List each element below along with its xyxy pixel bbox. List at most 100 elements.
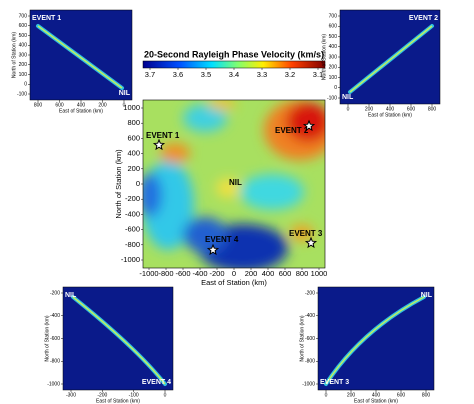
y-tick-label: -400 — [50, 313, 60, 319]
panel-start-label: EVENT 1 — [32, 15, 61, 22]
x-axis-label: East of Station (km) — [354, 398, 398, 404]
x-tick-label: 800 — [34, 102, 43, 108]
x-tick-label: 0 — [347, 106, 350, 112]
ray-path-core — [37, 25, 123, 89]
panel-start-label: EVENT 3 — [320, 379, 349, 386]
y-tick-label: 500 — [19, 33, 28, 39]
x-tick-label: 200 — [347, 392, 356, 398]
x-tick-label: 0 — [164, 392, 167, 398]
x-tick-label: 800 — [296, 269, 309, 278]
event-star — [304, 236, 318, 249]
x-tick-label: 0 — [325, 392, 328, 398]
y-tick-label: 400 — [19, 43, 28, 49]
x-axis-label: East of Station (km) — [96, 398, 140, 404]
panel-start-label: EVENT 4 — [142, 379, 171, 386]
event-label: EVENT 2 — [275, 126, 309, 135]
event-label: EVENT 3 — [289, 229, 323, 238]
colorbar-tick-label: 3.4 — [229, 70, 239, 79]
x-tick-label: -600 — [175, 269, 190, 278]
x-tick-label: -400 — [192, 269, 207, 278]
x-tick-label: 0 — [123, 102, 126, 108]
y-tick-label: -200 — [50, 290, 60, 296]
y-tick-label: -800 — [125, 240, 140, 249]
y-tick-label: -200 — [125, 194, 140, 203]
event-label: EVENT 1 — [146, 131, 180, 140]
y-axis-label: North of Station (km) — [321, 34, 327, 80]
colorbar-tick-label: 3.3 — [257, 70, 267, 79]
y-tick-label: 700 — [19, 13, 28, 19]
y-tick-label: -200 — [305, 290, 315, 296]
x-tick-label: 800 — [428, 106, 437, 112]
x-tick-label: 600 — [279, 269, 292, 278]
y-tick-label: -400 — [305, 313, 315, 319]
y-tick-label: 0 — [136, 179, 140, 188]
y-tick-label: 200 — [19, 62, 28, 68]
y-tick-label: 600 — [19, 23, 28, 29]
event-label: NIL — [229, 178, 242, 187]
x-tick-label: 400 — [372, 392, 381, 398]
colorbar-tick-label: 3.2 — [285, 70, 295, 79]
y-tick-label: 500 — [329, 34, 338, 40]
y-tick-label: -600 — [50, 336, 60, 342]
ray-path-core — [325, 296, 425, 385]
y-tick-label: 0 — [334, 85, 337, 91]
y-tick-label: 400 — [329, 44, 338, 50]
y-tick-label: 800 — [127, 118, 140, 127]
colorbar-title: 20-Second Rayleigh Phase Velocity (km/s) — [144, 49, 324, 59]
x-tick-label: 0 — [232, 269, 236, 278]
y-tick-label: 700 — [329, 13, 338, 19]
ray-path-core — [72, 296, 166, 385]
event-star — [206, 243, 220, 256]
panel-end-label: NIL — [119, 90, 131, 97]
y-tick-label: 600 — [127, 133, 140, 142]
x-tick-label: 400 — [262, 269, 275, 278]
y-axis-label: North of Station (km) — [299, 315, 305, 361]
x-axis-label: East of Station (km) — [201, 278, 267, 287]
colorbar-tick-label: 3.7 — [145, 70, 155, 79]
x-tick-label: -800 — [158, 269, 173, 278]
y-tick-label: -100 — [17, 91, 27, 97]
y-tick-label: 300 — [19, 52, 28, 58]
x-axis-label: East of Station (km) — [59, 108, 103, 114]
ray-path-core — [349, 25, 433, 93]
x-axis-label: East of Station (km) — [368, 112, 412, 118]
panel-end-label: NIL — [342, 94, 354, 101]
colorbar-tick-label: 3.1 — [313, 70, 323, 79]
y-tick-label: -1000 — [121, 255, 140, 264]
y-tick-label: 100 — [19, 72, 28, 78]
event-label: EVENT 4 — [205, 235, 239, 244]
y-tick-label: -1000 — [302, 381, 315, 387]
panel-start-label: EVENT 2 — [409, 15, 438, 22]
x-tick-label: -300 — [66, 392, 76, 398]
colorbar-tick-label: 3.5 — [201, 70, 211, 79]
y-tick-label: 200 — [127, 164, 140, 173]
y-tick-label: 600 — [329, 24, 338, 30]
y-axis-label: North of Station (km) — [114, 149, 123, 219]
colorbar-tick-label: 3.6 — [173, 70, 183, 79]
y-tick-label: -1000 — [47, 381, 60, 387]
x-tick-label: 600 — [397, 392, 406, 398]
y-tick-label: 1000 — [123, 103, 140, 112]
y-tick-label: 400 — [127, 149, 140, 158]
y-tick-label: -800 — [305, 359, 315, 365]
y-tick-label: 100 — [329, 75, 338, 81]
x-tick-label: 600 — [407, 106, 416, 112]
velocity-map — [143, 100, 325, 268]
x-tick-label: 200 — [365, 106, 374, 112]
y-tick-label: 0 — [24, 82, 27, 88]
y-axis-label: North of Station (km) — [44, 315, 50, 361]
y-tick-label: 200 — [329, 65, 338, 71]
x-tick-label: 200 — [98, 102, 107, 108]
panel-end-label: NIL — [65, 292, 77, 299]
y-tick-label: 300 — [329, 54, 338, 60]
x-tick-label: -100 — [129, 392, 139, 398]
y-tick-label: -100 — [327, 95, 337, 101]
x-tick-label: 600 — [55, 102, 64, 108]
panel-end-label: NIL — [421, 292, 433, 299]
x-tick-label: 400 — [386, 106, 395, 112]
colorbar — [142, 60, 326, 69]
x-tick-label: 200 — [245, 269, 258, 278]
y-tick-label: -400 — [125, 209, 140, 218]
event-star — [152, 138, 166, 151]
y-tick-label: -800 — [50, 359, 60, 365]
